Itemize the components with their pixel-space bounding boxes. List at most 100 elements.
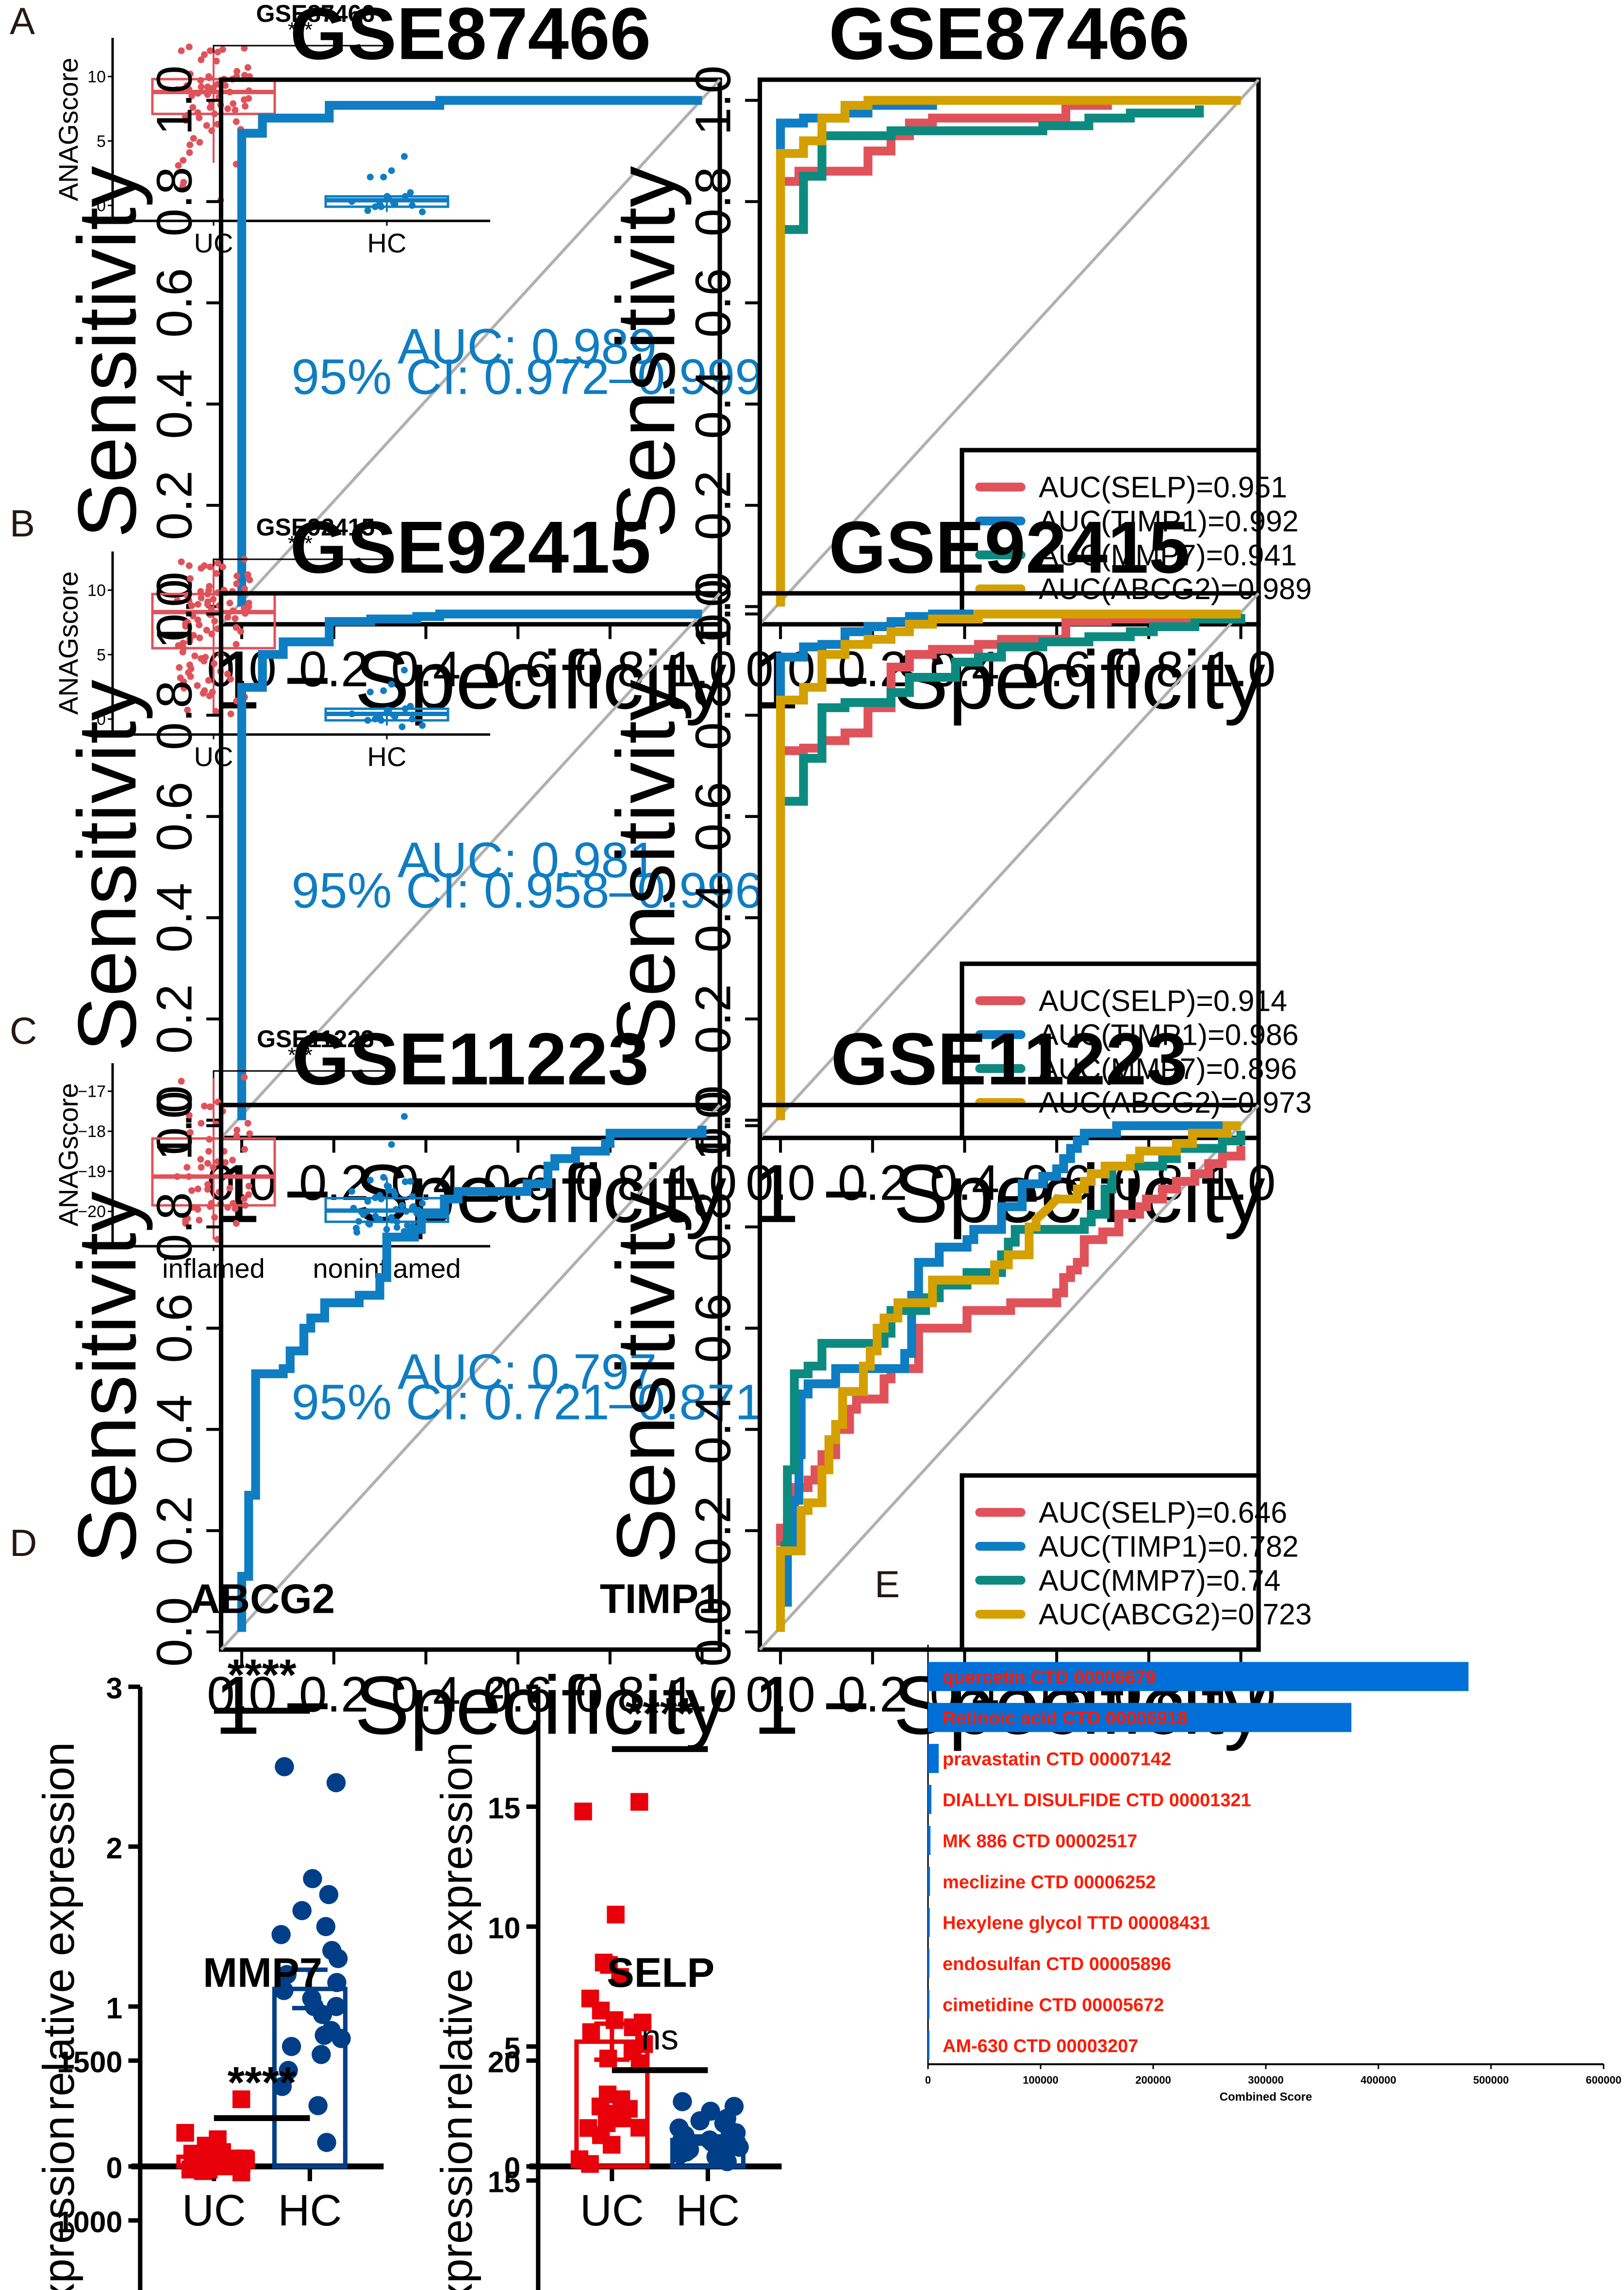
data-point — [179, 183, 186, 190]
data-point — [232, 1220, 240, 1227]
bar-label: quercetin CTD 00006679 — [943, 1667, 1156, 1688]
data-point — [376, 1216, 383, 1223]
data-point — [242, 610, 249, 617]
data-point — [366, 1220, 373, 1228]
chart-title: SELP — [607, 1950, 714, 1996]
data-point — [185, 1173, 193, 1180]
y-tick-label: 0.8 — [146, 1192, 202, 1262]
x-tick-label: 400000 — [1360, 2074, 1396, 2086]
x-tick-label: 0.0 — [746, 1154, 815, 1211]
x-tick-label: 0.6 — [483, 1666, 553, 1722]
y-tick-label: 3 — [106, 1672, 123, 1705]
ci-annotation: 95% CI: 0.721–0.871 — [292, 1373, 763, 1430]
y-tick-label: 0 — [97, 197, 106, 215]
data-point — [233, 68, 241, 75]
data-point — [391, 713, 398, 720]
x-tick-label: 0.2 — [299, 641, 369, 697]
x-tick-label: 1.0 — [667, 1154, 737, 1211]
x-category-label: UC — [182, 2186, 246, 2235]
data-point — [198, 56, 205, 64]
data-point — [404, 1222, 411, 1229]
data-point — [313, 2005, 332, 2024]
data-point — [219, 563, 226, 570]
ci-annotation: 95% CI: 0.958–0.996 — [292, 862, 763, 918]
y-tick-label: 5 — [504, 2032, 521, 2065]
data-point — [200, 657, 208, 665]
y-axis-label: relative expression — [34, 1742, 83, 2111]
data-point — [380, 687, 387, 694]
y-axis-label: Sensitivity — [600, 166, 692, 538]
data-point — [207, 1103, 214, 1110]
data-point — [312, 2045, 331, 2064]
data-point — [232, 106, 239, 114]
y-tick-label: 0.8 — [685, 167, 741, 236]
data-point — [242, 102, 249, 110]
panel-letter-b: B — [10, 502, 35, 545]
y-tick-label: 1.0 — [146, 579, 202, 649]
data-point — [175, 642, 182, 649]
bar — [928, 1907, 930, 1937]
data-point — [194, 601, 201, 608]
y-tick-label: 20 — [488, 1672, 521, 1705]
diagonal-reference-line — [759, 79, 1260, 625]
y-tick-label: 15 — [488, 1792, 521, 1825]
data-point — [176, 2124, 194, 2142]
auc-annotation: AUC: 0.797 — [398, 1343, 657, 1400]
y-tick-label: 0.6 — [685, 268, 741, 338]
data-point — [204, 1181, 212, 1188]
y-axis-label: Sensitivity — [61, 680, 153, 1052]
y-axis-label: Sensitivity — [600, 680, 692, 1052]
auc-annotation: AUC: 0.989 — [398, 318, 657, 374]
y-tick-label: 0.6 — [685, 1293, 741, 1363]
data-point — [670, 2144, 690, 2164]
y-tick-label: 2 — [106, 1832, 123, 1865]
data-point — [393, 1224, 400, 1231]
y-tick-label: 20 — [488, 2046, 521, 2079]
data-point — [385, 1187, 392, 1194]
bar — [928, 1989, 929, 2019]
plot-frame — [218, 77, 722, 627]
y-tick-label: 0.2 — [146, 984, 202, 1054]
data-point — [204, 91, 211, 98]
data-point — [207, 47, 214, 54]
data-point — [244, 571, 251, 578]
y-tick-label: 0.2 — [146, 470, 202, 540]
data-point — [409, 716, 416, 723]
data-point — [611, 1968, 629, 1986]
data-point — [372, 1194, 379, 1202]
bar — [928, 1785, 931, 1814]
data-point — [388, 681, 395, 688]
data-point — [222, 82, 229, 89]
legend-label-abcg2: AUC(ABCG2)=0.989 — [1039, 572, 1312, 605]
x-category-label: HC — [367, 741, 407, 772]
y-tick-label: 0.4 — [685, 1395, 741, 1465]
roc-curve-abcg2 — [776, 609, 1241, 1120]
data-point — [277, 1965, 297, 1984]
plot-frame — [218, 1103, 722, 1652]
data-point — [282, 2037, 301, 2056]
x-tick-label: 600000 — [1586, 2074, 1621, 2086]
data-point — [393, 1206, 400, 1213]
panel-d-mmp7: MMP7050010001500relative expressionUCHC*… — [34, 1950, 322, 2290]
panel-letter-a: A — [10, 0, 35, 42]
legend-label-timp1: AUC(TIMP1)=0.782 — [1039, 1530, 1299, 1563]
x-tick-label: 1.0 — [667, 641, 737, 697]
significance-label: **** — [228, 2057, 297, 2107]
data-point — [206, 1203, 214, 1210]
significance-label: *** — [288, 532, 313, 555]
y-tick-label: 1.0 — [146, 1091, 202, 1161]
data-point — [419, 208, 426, 216]
data-point — [204, 601, 211, 608]
data-point — [210, 84, 217, 92]
data-point — [348, 198, 355, 205]
data-point — [409, 1204, 416, 1211]
x-category-label: UC — [194, 741, 233, 772]
y-tick-label: 0.4 — [685, 883, 741, 953]
data-point — [204, 1160, 211, 1167]
bar-label: cimetidine CTD 00005672 — [943, 1995, 1164, 2016]
bar — [928, 1867, 930, 1896]
data-point — [303, 1869, 322, 1889]
data-point — [206, 104, 214, 111]
data-point — [246, 576, 253, 584]
data-point — [317, 2133, 336, 2152]
